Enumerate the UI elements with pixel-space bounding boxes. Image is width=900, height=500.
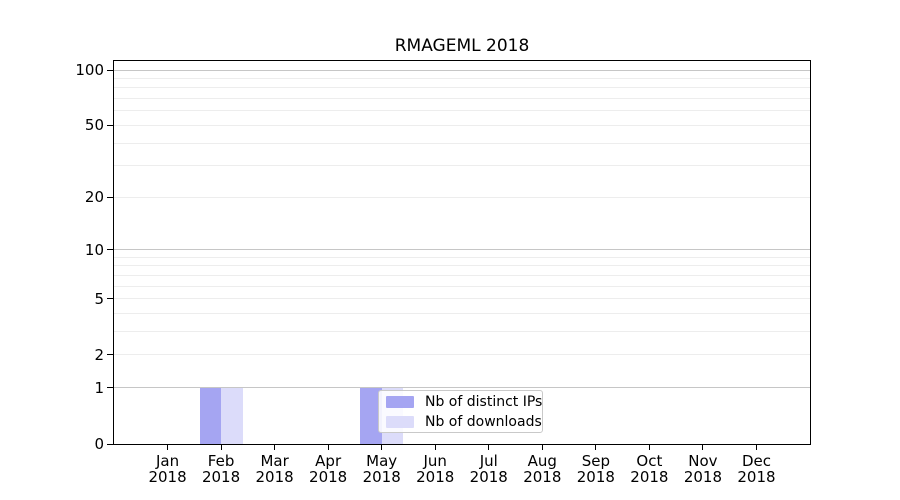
x-tick-year: 2018: [576, 468, 615, 486]
y-tick: [107, 69, 113, 71]
x-tick-label: Mar 2018: [243, 453, 307, 485]
x-tick-month: Sep: [581, 452, 610, 470]
y-tick-label: 50: [84, 116, 104, 135]
x-tick: [702, 445, 704, 450]
gridline-minor: [114, 110, 810, 112]
x-tick-month: Oct: [636, 452, 663, 470]
y-tick-label: 5: [94, 289, 104, 308]
x-tick-month: Jan: [155, 452, 180, 470]
y-tick: [107, 124, 113, 126]
gridline-minor: [114, 256, 810, 258]
x-tick-label: Jun 2018: [403, 453, 467, 485]
x-tick-year: 2018: [683, 468, 723, 486]
x-tick: [274, 445, 276, 450]
bar-feb-ips: [199, 387, 222, 444]
x-tick-year: 2018: [737, 468, 776, 486]
gridline-minor: [114, 331, 810, 333]
gridline-minor: [114, 285, 810, 287]
x-tick-year: 2018: [630, 468, 669, 486]
x-tick-month: May: [366, 452, 398, 470]
legend-label-downloads: Nb of downloads: [425, 413, 542, 430]
legend: Nb of distinct IPs Nb of downloads: [378, 390, 543, 433]
x-tick-month: Nov: [688, 452, 718, 470]
plot-area: [113, 60, 811, 445]
x-tick: [595, 445, 597, 450]
x-tick: [434, 445, 436, 450]
bar-feb-downloads: [221, 387, 243, 444]
y-tick: [107, 387, 113, 389]
legend-label-distinct-ips: Nb of distinct IPs: [425, 393, 543, 410]
x-tick-label: Jul 2018: [457, 453, 521, 485]
gridline-minor: [114, 98, 810, 100]
gridline-minor: [114, 196, 810, 198]
x-tick-label: Aug 2018: [510, 453, 574, 485]
y-tick-label: 0: [94, 435, 104, 453]
gridline-minor: [114, 298, 810, 300]
x-tick: [327, 445, 329, 450]
y-tick: [107, 298, 113, 300]
x-tick-month: Aug: [527, 452, 557, 470]
y-tick: [107, 249, 113, 251]
y-tick-label: 1: [94, 378, 104, 397]
x-tick-month: Mar: [260, 452, 289, 470]
legend-entry-downloads: Nb of downloads: [386, 414, 542, 430]
x-tick-year: 2018: [416, 468, 455, 486]
y-tick: [107, 196, 113, 198]
x-tick-label: Jan 2018: [136, 453, 200, 485]
gridline-major: [114, 249, 810, 251]
y-tick: [107, 443, 113, 445]
x-tick-month: Feb: [207, 452, 235, 470]
x-tick: [541, 445, 543, 450]
gridline-minor: [114, 142, 810, 144]
y-tick: [107, 354, 113, 356]
gridline-major: [114, 387, 810, 389]
x-tick-month: Jul: [479, 452, 498, 470]
x-tick: [488, 445, 490, 450]
x-tick-label: Dec 2018: [724, 453, 788, 485]
gridline-minor: [114, 77, 810, 79]
x-tick-label: May 2018: [350, 453, 414, 485]
x-tick-year: 2018: [523, 468, 562, 486]
gridline-minor: [114, 313, 810, 315]
gridline-minor: [114, 124, 810, 126]
gridline-minor: [114, 265, 810, 267]
x-tick-label: Feb 2018: [189, 453, 253, 485]
x-tick: [220, 445, 222, 450]
x-tick-year: 2018: [469, 468, 508, 486]
legend-swatch-distinct-ips: [386, 395, 414, 408]
x-tick-month: Jun: [423, 452, 447, 470]
gridline-minor: [114, 87, 810, 89]
y-tick-label: 2: [94, 345, 104, 364]
gridline-minor: [114, 354, 810, 356]
x-tick-label: Oct 2018: [617, 453, 681, 485]
chart-title: RMAGEML 2018: [394, 36, 530, 56]
x-tick-month: Dec: [741, 452, 771, 470]
x-tick-label: Nov 2018: [671, 453, 735, 485]
x-tick-year: 2018: [201, 468, 241, 486]
x-tick: [167, 445, 169, 450]
x-tick-year: 2018: [309, 468, 348, 486]
x-tick-year: 2018: [255, 468, 294, 486]
gridline-minor: [114, 274, 810, 276]
y-tick-label: 100: [75, 61, 104, 79]
y-tick-label: 20: [84, 188, 104, 207]
x-tick: [381, 445, 383, 450]
gridline-minor: [114, 165, 810, 167]
legend-swatch-downloads: [386, 415, 414, 428]
x-tick-month: Apr: [315, 452, 342, 470]
bar-may-ips: [360, 387, 382, 444]
x-tick-label: Sep 2018: [564, 453, 628, 485]
legend-entry-distinct-ips: Nb of distinct IPs: [386, 394, 542, 410]
x-tick-year: 2018: [362, 468, 401, 486]
x-tick-label: Apr 2018: [296, 453, 360, 485]
x-tick: [755, 445, 757, 450]
x-tick: [648, 445, 650, 450]
y-tick-label: 10: [84, 240, 104, 259]
x-tick-year: 2018: [148, 468, 187, 486]
gridline-major: [114, 69, 810, 71]
